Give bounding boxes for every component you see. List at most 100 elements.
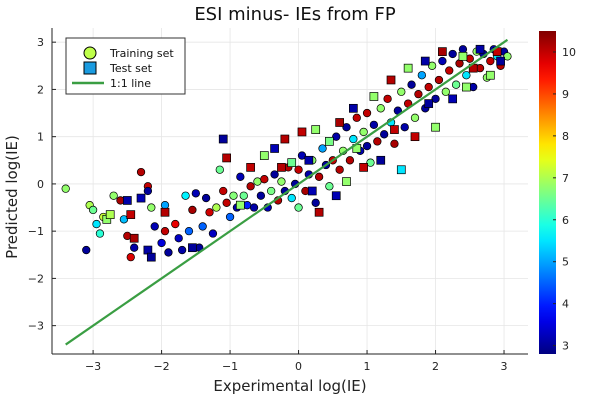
test-point <box>462 82 471 92</box>
training-point <box>451 80 461 89</box>
training-point <box>445 66 454 75</box>
training-point <box>441 87 450 96</box>
test-point <box>218 134 228 144</box>
training-point <box>222 198 231 207</box>
data-points <box>61 44 512 262</box>
training-point <box>82 245 91 255</box>
identity-line-group <box>65 38 509 346</box>
test-point <box>485 70 495 80</box>
test-point <box>146 252 156 262</box>
training-point <box>109 191 118 200</box>
legend-line-label: 1:1 line <box>110 77 151 90</box>
training-point <box>147 203 156 212</box>
x-tick-label: 2 <box>432 360 439 373</box>
x-tick-label: 1 <box>364 360 371 373</box>
training-point <box>92 219 101 229</box>
x-axis-title: Experimental log(IE) <box>213 377 366 395</box>
test-point <box>475 44 485 54</box>
training-point <box>119 215 129 224</box>
chart-title: ESI minus- IEs from FP <box>194 4 396 25</box>
test-point <box>222 153 231 163</box>
training-point <box>184 227 194 236</box>
training-point <box>143 186 153 196</box>
test-point <box>297 127 307 137</box>
training-point <box>349 134 358 144</box>
colorbar-bar <box>539 31 556 354</box>
test-point <box>314 207 324 217</box>
test-point <box>458 51 468 61</box>
training-point <box>277 177 286 186</box>
training-point <box>376 104 385 113</box>
test-point <box>129 233 139 243</box>
training-point <box>383 94 392 104</box>
test-point <box>105 210 115 219</box>
legend: Training set Test set 1:1 line <box>65 37 186 95</box>
test-point <box>160 207 170 217</box>
test-point <box>396 165 406 175</box>
training-point <box>462 71 471 80</box>
training-point <box>229 191 238 200</box>
training-point <box>126 252 135 262</box>
test-point <box>277 163 286 172</box>
training-point <box>400 123 409 132</box>
training-point <box>270 170 279 179</box>
training-point <box>130 243 139 252</box>
training-point <box>294 165 303 174</box>
test-point <box>235 200 245 210</box>
training-point <box>332 132 341 141</box>
test-point <box>420 56 430 66</box>
training-point <box>342 123 351 132</box>
colorbar-tick-label: 8 <box>562 130 569 143</box>
test-point <box>270 144 279 153</box>
training-point <box>414 89 423 99</box>
x-tick-label: 0 <box>295 360 302 373</box>
test-point <box>376 155 386 165</box>
training-point <box>431 94 440 104</box>
training-point <box>171 219 180 229</box>
test-point <box>259 151 269 160</box>
y-tick-label: −1 <box>28 225 44 238</box>
training-point <box>325 182 334 191</box>
y-tick-label: 3 <box>37 36 44 49</box>
legend-training-label: Training set <box>109 47 174 60</box>
training-point <box>267 186 276 196</box>
training-point <box>181 191 190 200</box>
test-point <box>386 75 396 85</box>
training-point <box>438 56 447 66</box>
test-point <box>410 132 420 142</box>
training-point <box>455 59 464 68</box>
test-point <box>359 163 368 172</box>
training-point <box>198 222 207 231</box>
training-point <box>157 238 166 248</box>
training-point <box>256 191 266 200</box>
x-tick-label: −3 <box>85 360 101 373</box>
training-point <box>191 189 200 198</box>
test-point <box>496 56 505 66</box>
test-point <box>403 63 413 73</box>
test-point <box>307 186 317 196</box>
colorbar: 3 4 5 6 7 8 9 10 <box>539 31 576 354</box>
training-point <box>335 165 344 174</box>
training-point <box>397 87 406 96</box>
test-point <box>448 94 458 104</box>
training-point <box>297 151 307 160</box>
training-point <box>424 82 433 92</box>
training-point <box>311 198 320 207</box>
legend-training-marker <box>83 46 97 60</box>
test-point <box>126 210 136 219</box>
training-point <box>366 158 375 167</box>
colorbar-tick-label: 6 <box>562 214 569 227</box>
test-point <box>325 137 334 146</box>
training-point <box>448 49 457 59</box>
training-point <box>318 144 327 153</box>
training-point <box>95 229 105 238</box>
x-tick-label: −2 <box>153 360 169 373</box>
training-point <box>188 205 197 215</box>
training-point <box>373 137 382 146</box>
training-point <box>174 234 183 243</box>
training-point <box>219 186 228 196</box>
colorbar-tick-label: 9 <box>562 88 569 101</box>
test-point <box>280 134 290 144</box>
training-point <box>164 248 173 257</box>
y-tick-label: 2 <box>37 83 44 96</box>
